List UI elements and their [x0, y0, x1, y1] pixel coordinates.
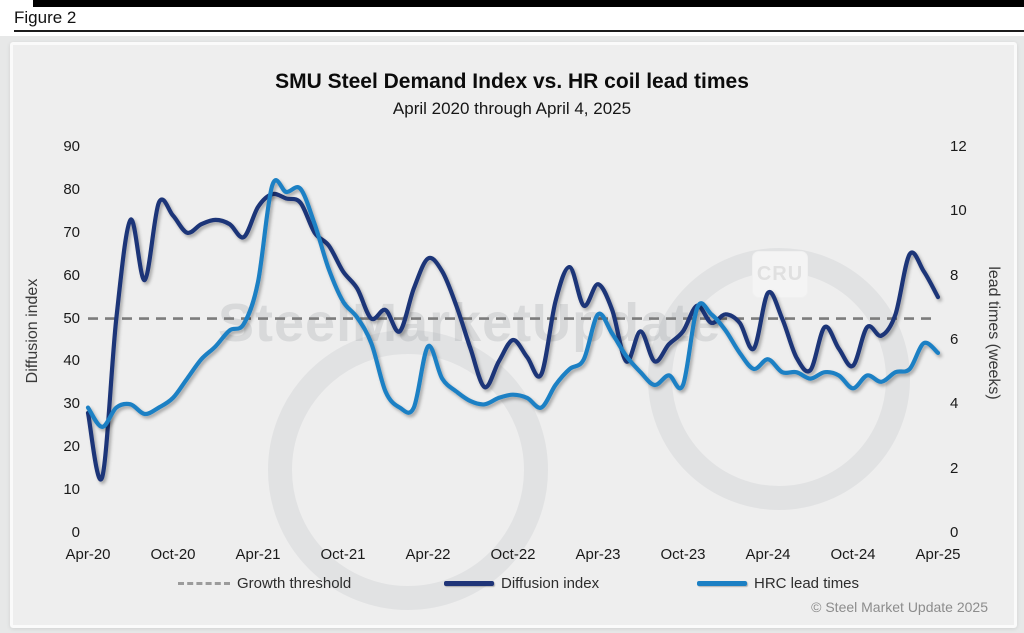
left-tick-label: 80	[63, 180, 80, 198]
legend-item-diffusion-index: Diffusion index	[444, 573, 599, 593]
x-tick-label: Oct-21	[320, 546, 366, 563]
hrc-lead-times-swatch-icon	[697, 580, 747, 586]
header-divider	[14, 30, 1024, 32]
right-tick-label: 6	[950, 331, 959, 348]
x-tick-label: Oct-24	[830, 546, 876, 563]
left-tick-label: 0	[71, 524, 80, 541]
left-tick-label: 60	[63, 266, 80, 284]
cru-logo-text: CRU	[756, 263, 804, 285]
copyright-text: © Steel Market Update 2025	[811, 599, 988, 615]
right-tick-label: 4	[950, 395, 959, 413]
diffusion-index-line	[85, 191, 941, 482]
legend-label: Growth threshold	[237, 574, 352, 592]
left-tick-label: 50	[63, 309, 80, 327]
figure-label: Figure 2	[14, 8, 77, 27]
right-tick-label: 8	[950, 266, 959, 284]
legend-label: HRC lead times	[754, 574, 860, 592]
growth-threshold-swatch-icon	[178, 581, 230, 585]
x-tick-label: Apr-21	[235, 546, 281, 563]
left-tick-label: 70	[63, 223, 80, 241]
right-tick-label: 2	[950, 459, 959, 477]
left-tick-label: 20	[63, 438, 80, 456]
chart-subtitle: April 2020 through April 4, 2025	[392, 99, 632, 118]
x-tick-label: Oct-20	[150, 546, 196, 563]
x-tick-label: Apr-23	[575, 546, 621, 563]
x-tick-label: Oct-22	[490, 546, 536, 563]
diffusion-index-swatch-icon	[444, 580, 494, 586]
x-tick-label: Apr-24	[745, 546, 791, 563]
left-tick-label: 30	[63, 395, 80, 413]
right-tick-label: 12	[950, 138, 967, 155]
top-black-bar	[33, 0, 1024, 7]
left-tick-label: 40	[63, 352, 80, 370]
legend-label: Diffusion index	[501, 574, 600, 592]
chart-title: SMU Steel Demand Index vs. HR coil lead …	[275, 70, 749, 93]
x-tick-label: Oct-23	[660, 546, 706, 563]
left-tick-label: 90	[63, 138, 80, 155]
legend-item-hrc-lead-times: HRC lead times	[697, 573, 859, 593]
x-tick-label: Apr-22	[405, 546, 451, 563]
legend-item-growth-threshold: Growth threshold	[178, 573, 351, 593]
hrc-lead-times-line	[85, 178, 941, 429]
right-tick-label: 10	[950, 202, 967, 220]
x-tick-label: Apr-20	[65, 546, 111, 563]
left-tick-label: 10	[63, 481, 80, 499]
right-tick-label: 0	[950, 524, 959, 541]
x-tick-label: Apr-25	[915, 546, 961, 563]
cru-logo: CRU	[752, 251, 808, 298]
